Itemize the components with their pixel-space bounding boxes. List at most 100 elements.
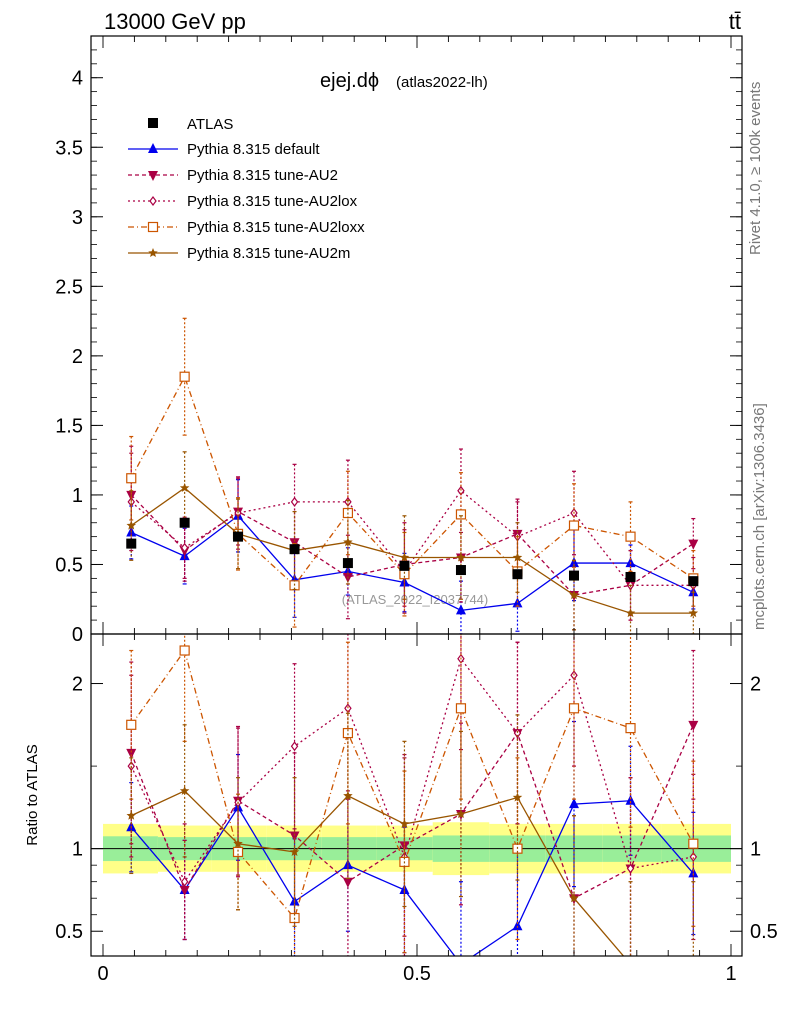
- series-2-ratio-point: [290, 741, 299, 752]
- legend-marker: [148, 171, 158, 181]
- atlas-data-point: [625, 571, 636, 582]
- legend-marker: [147, 221, 159, 233]
- series-3-ratio-point: [625, 723, 636, 734]
- header-right: tt̄: [729, 9, 741, 34]
- legend-atlas-marker: [148, 118, 158, 128]
- atlas-data-point: [399, 560, 410, 571]
- atlas-data-point: [455, 565, 466, 576]
- series-4-ratio-point: [512, 792, 523, 802]
- series-3-line: [130, 375, 694, 587]
- series-2-ratio-point: [689, 851, 698, 862]
- series-4-main: [126, 451, 699, 634]
- series-1-point: [688, 539, 699, 550]
- series-1-ratio-point: [688, 720, 699, 731]
- series-0-ratio-point: [456, 958, 466, 968]
- series-3-ratio-point: [179, 645, 190, 656]
- main-ytick-label: 1: [72, 485, 83, 507]
- series-3-ratio-point: [126, 719, 137, 730]
- series-4-ratio-point: [399, 818, 410, 828]
- legend-entry-atlas: ATLAS: [148, 116, 233, 133]
- series-4-ratio-point: [343, 790, 353, 800]
- main-ytick-label: 2.5: [55, 276, 83, 298]
- series-2-ratio-point: [513, 728, 522, 739]
- atlas-data-point: [289, 544, 300, 555]
- series-4-ratio-point: [233, 838, 243, 848]
- series-3-point: [126, 473, 137, 484]
- series-1-ratio: [126, 641, 699, 956]
- main-ytick-label: 3: [72, 207, 83, 229]
- main-ytick-label: 4: [72, 68, 83, 90]
- main-plot-content: [126, 317, 699, 634]
- series-0-ratio-point: [569, 798, 579, 809]
- series-2-ratio-point: [626, 863, 635, 874]
- series-2-line: [130, 489, 694, 586]
- atlas-data-point: [569, 570, 579, 581]
- series-3-point: [455, 509, 467, 520]
- side-label-bottom: mcplots.cern.ch [arXiv:1306.3436]: [751, 403, 768, 630]
- legend-label: Pythia 8.315 default: [187, 141, 320, 158]
- ratio-plot-content: [126, 634, 699, 968]
- series-4-point: [126, 520, 137, 530]
- atlas-data-point: [688, 576, 699, 587]
- series-4-ratio-point: [626, 959, 636, 968]
- series-4-point: [625, 608, 636, 618]
- series-4-ratio-point: [126, 810, 137, 820]
- series-2-point: [180, 542, 189, 553]
- axes: 0 0.5 1 1.5 2 2.5 3 3.5 4 0.5 0.5 1 1 2 2 0 0.5 1: [55, 36, 778, 985]
- series-1-ratio-point: [179, 885, 190, 896]
- series-4-ratio: [126, 712, 696, 968]
- ratio-ytick-label: 0.5: [55, 921, 83, 943]
- series-4-point: [399, 552, 410, 562]
- main-ytick-label: 1.5: [55, 415, 83, 437]
- legend-label: Pythia 8.315 tune-AU2loxx: [187, 219, 365, 236]
- chart-title: ejej.dϕ (atlas2022-lh): [320, 70, 488, 92]
- atlas-data-point: [342, 558, 353, 569]
- xtick-label: 0: [97, 963, 108, 985]
- legend-marker: [148, 143, 158, 153]
- series-4-point: [569, 590, 579, 600]
- ratio-plot-frame: [90, 633, 743, 957]
- legend-entry-series-4: Pythia 8.315 tune-AU2m: [128, 245, 350, 262]
- series-2-ratio-line: [130, 657, 694, 884]
- legend-marker: [148, 248, 158, 258]
- legend-entry-series-2: Pythia 8.315 tune-AU2lox: [128, 193, 358, 210]
- series-3-ratio: [126, 634, 699, 956]
- legend-marker: [149, 196, 157, 206]
- atlas-data-point: [126, 538, 137, 549]
- main-ytick-label: 3.5: [55, 137, 83, 159]
- atlas-data-point: [179, 517, 190, 528]
- series-4-ratio-point: [569, 893, 579, 903]
- ratio-ylabel: Ratio to ATLAS: [24, 744, 41, 845]
- series-3-ratio-point: [568, 703, 580, 714]
- series-0-ratio-point: [512, 920, 523, 931]
- series-0-ratio-point: [625, 794, 636, 805]
- header-left: 13000 GeV pp: [104, 9, 246, 34]
- series-1-ratio-point: [126, 748, 137, 759]
- main-ytick-label: 0.5: [55, 554, 83, 576]
- series-4-ratio-point: [456, 808, 466, 819]
- legend: ATLAS Pythia 8.315 default Pythia 8.315 t…: [128, 116, 365, 262]
- ratio-ytick-label: 2: [72, 674, 83, 696]
- main-ytick-label: 0: [72, 624, 83, 646]
- series-4-point: [688, 608, 699, 618]
- series-3-point: [625, 531, 636, 542]
- chart-subtitle: (atlas2022-lh): [396, 74, 488, 91]
- series-4-ratio-line: [130, 790, 625, 956]
- watermark: (ATLAS_2022_I2037744): [342, 592, 488, 607]
- series-3-point: [568, 520, 580, 531]
- atlas-data-point: [233, 531, 244, 542]
- atlas-data-point: [512, 569, 523, 580]
- legend-label: Pythia 8.315 tune-AU2lox: [187, 193, 358, 210]
- series-4-point: [179, 482, 190, 493]
- xtick-label: 1: [725, 963, 736, 985]
- series-3-main: [126, 317, 699, 628]
- legend-label: Pythia 8.315 tune-AU2m: [187, 245, 350, 262]
- series-4-point: [456, 552, 466, 562]
- series-1-line: [130, 494, 694, 596]
- series-3-ratio-point: [455, 703, 467, 714]
- xtick-label: 0.5: [403, 963, 431, 985]
- legend-entry-series-1: Pythia 8.315 tune-AU2: [128, 167, 338, 184]
- series-2-point: [290, 496, 299, 507]
- legend-label: Pythia 8.315 tune-AU2: [187, 167, 338, 184]
- ratio-ytick-label-right: 2: [750, 674, 761, 696]
